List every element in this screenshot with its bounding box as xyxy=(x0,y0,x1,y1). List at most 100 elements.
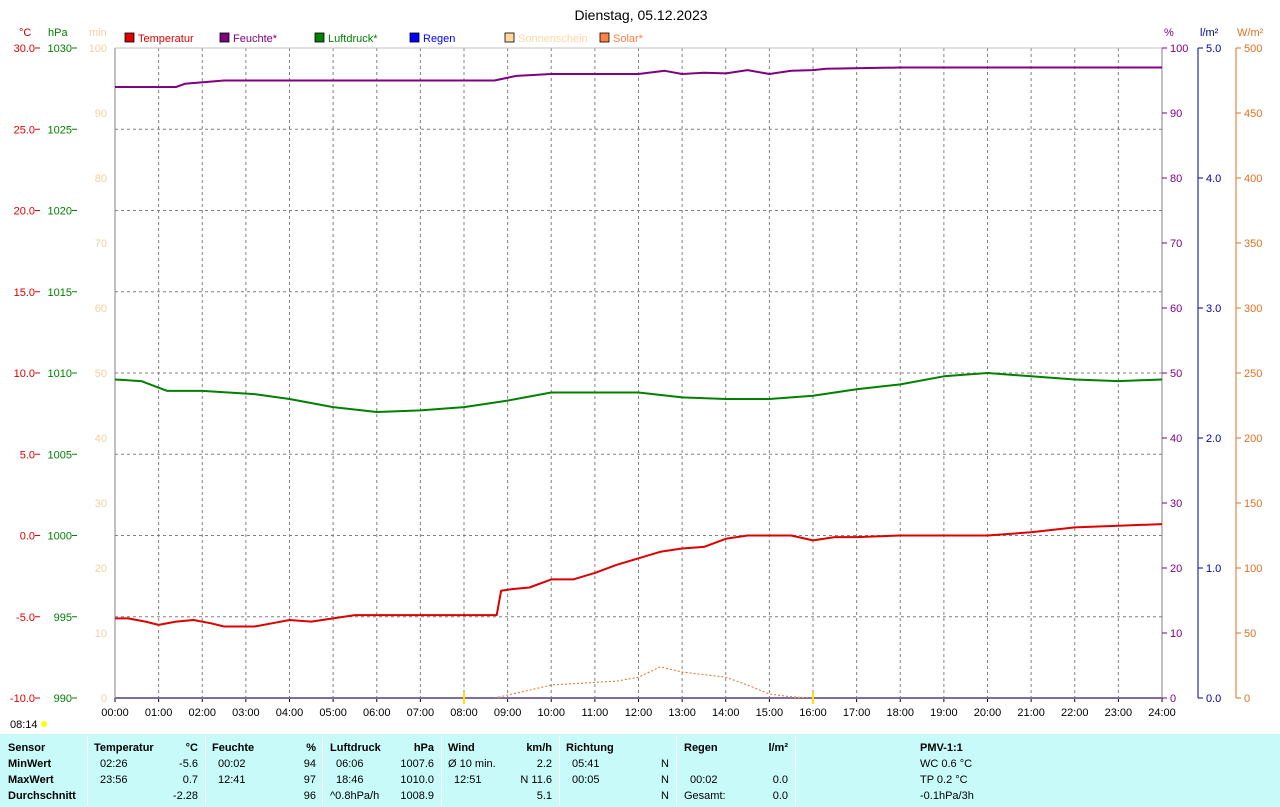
stats-header-dir: Richtung xyxy=(566,742,614,754)
minutes-axis-label: 0 xyxy=(101,693,107,705)
stats-cell: 96 xyxy=(303,790,316,802)
stats-row-label: MinWert xyxy=(8,758,52,770)
press-axis-label: 1000 xyxy=(48,531,72,543)
stats-cell: ^0.8hPa/h xyxy=(330,790,380,802)
legend-swatch xyxy=(599,32,610,43)
minutes-axis-label: 50 xyxy=(95,368,107,380)
humidity-axis-label: 100 xyxy=(1170,43,1188,55)
rain-axis-label: 1.0 xyxy=(1206,563,1221,575)
stats-header-press-unit: hPa xyxy=(413,742,434,754)
temp-axis-label: 0.0 xyxy=(20,531,35,543)
stats-header-rain: Regen xyxy=(684,742,718,754)
solar-axis-label: 100 xyxy=(1244,563,1262,575)
stats-cell: 1007.6 xyxy=(400,758,434,770)
x-axis-label: 20:00 xyxy=(974,707,1002,719)
humidity-axis-label: 40 xyxy=(1170,433,1182,445)
stats-cell: 0.0 xyxy=(772,774,788,786)
series-line-solar xyxy=(494,666,814,699)
legend-label: Sonnenschein xyxy=(518,33,588,45)
humidity-axis-label: 20 xyxy=(1170,563,1182,575)
unit-min: min xyxy=(89,27,107,39)
x-axis-label: 06:00 xyxy=(363,707,391,719)
solar-axis-label: 0 xyxy=(1244,693,1250,705)
stats-cell: 00:02 xyxy=(690,774,718,786)
temp-axis-label: 15.0 xyxy=(14,287,35,299)
stats-cell: 00:02 xyxy=(218,758,246,770)
stats-header-pmv: PMV-1:1 xyxy=(920,742,963,754)
series-line-temperatur xyxy=(115,523,1163,628)
stats-cell: 06:06 xyxy=(336,758,364,770)
stats-cell: WC 0.6 °C xyxy=(920,758,973,770)
solar-axis-label: 50 xyxy=(1244,628,1256,640)
stats-cell: 12:41 xyxy=(218,774,246,786)
x-axis-label: 24:00 xyxy=(1148,707,1176,719)
unit-rain: l/m² xyxy=(1200,27,1219,39)
stats-cell: 12:51 xyxy=(454,774,482,786)
minutes-axis-label: 10 xyxy=(95,628,107,640)
minutes-axis-label: 70 xyxy=(95,238,107,250)
legend-swatch xyxy=(124,32,135,43)
humidity-axis-label: 80 xyxy=(1170,173,1182,185)
time-marker-label: 08:14 xyxy=(10,719,38,731)
stats-cell: 00:05 xyxy=(572,774,600,786)
stats-cell: 97 xyxy=(303,774,316,786)
stats-header-hum: Feuchte xyxy=(212,742,255,754)
rain-axis-label: 2.0 xyxy=(1206,433,1221,445)
stats-cell: 18:46 xyxy=(336,774,364,786)
stats-header-press: Luftdruck xyxy=(330,742,381,754)
x-axis-label: 01:00 xyxy=(145,707,173,719)
unit-solar: W/m² xyxy=(1237,27,1264,39)
legend-label: Solar* xyxy=(613,33,644,45)
stats-cell: 94 xyxy=(303,758,316,770)
rain-axis-label: 4.0 xyxy=(1206,173,1221,185)
minutes-axis-label: 100 xyxy=(89,43,107,55)
series-line-luftdruck xyxy=(114,372,1163,413)
stats-header-wind: Wind xyxy=(448,742,475,754)
humidity-axis-label: 0 xyxy=(1170,693,1176,705)
stats-cell: 2.2 xyxy=(536,758,552,770)
x-axis-label: 22:00 xyxy=(1061,707,1089,719)
x-axis-label: 21:00 xyxy=(1017,707,1045,719)
stats-header-hum-unit: % xyxy=(306,742,316,754)
minutes-axis-label: 40 xyxy=(95,433,107,445)
stats-cell: N xyxy=(661,774,669,786)
stats-header-temp-unit: °C xyxy=(185,742,198,754)
press-axis-label: 1025 xyxy=(48,124,72,136)
stats-cell: 02:26 xyxy=(100,758,128,770)
press-axis-label: 1030 xyxy=(48,43,72,55)
humidity-axis-label: 90 xyxy=(1170,108,1182,120)
press-axis-label: 995 xyxy=(54,612,72,624)
legend-swatch xyxy=(409,32,420,43)
unit-hum: % xyxy=(1164,27,1174,39)
stats-cell: Ø 10 min. xyxy=(448,758,496,770)
grid xyxy=(115,48,1162,698)
solar-axis-label: 350 xyxy=(1244,238,1262,250)
stats-cell: 5.1 xyxy=(536,790,552,802)
temp-axis-label: 5.0 xyxy=(20,449,35,461)
rain-axis-label: 5.0 xyxy=(1206,43,1221,55)
press-axis-label: 1015 xyxy=(48,287,72,299)
legend-label: Temperatur xyxy=(138,33,194,45)
humidity-axis-label: 10 xyxy=(1170,628,1182,640)
temp-axis-label: 10.0 xyxy=(14,368,35,380)
stats-cell: Gesamt: xyxy=(684,790,726,802)
x-axis-label: 18:00 xyxy=(886,707,914,719)
humidity-axis-label: 30 xyxy=(1170,498,1182,510)
temp-axis-label: 30.0 xyxy=(14,43,35,55)
legend: Temperatur Feuchte* Luftdruck* Regen Sonnens… xyxy=(124,32,644,45)
solar-axis-label: 250 xyxy=(1244,368,1262,380)
x-axis-label: 14:00 xyxy=(712,707,740,719)
stats-cell: -2.28 xyxy=(172,790,198,802)
stats-row-label: MaxWert xyxy=(8,774,54,786)
stats-header-rain-unit: l/m² xyxy=(768,742,788,754)
tick-labels: 30.025.020.015.010.05.00.0-5.0-10.010301… xyxy=(10,43,1262,719)
series xyxy=(114,66,1163,699)
weather-chart: Dienstag, 05.12.2023 Temperatur Feuchte* L… xyxy=(10,7,1264,731)
unit-temp: °C xyxy=(19,27,31,39)
solar-axis-label: 300 xyxy=(1244,303,1262,315)
stats-cell: 05:41 xyxy=(572,758,600,770)
stats-cell: 1008.9 xyxy=(400,790,434,802)
axis-units: °C hPa min % l/m² W/m² xyxy=(19,27,1264,39)
humidity-axis-label: 50 xyxy=(1170,368,1182,380)
x-axis-label: 13:00 xyxy=(668,707,696,719)
